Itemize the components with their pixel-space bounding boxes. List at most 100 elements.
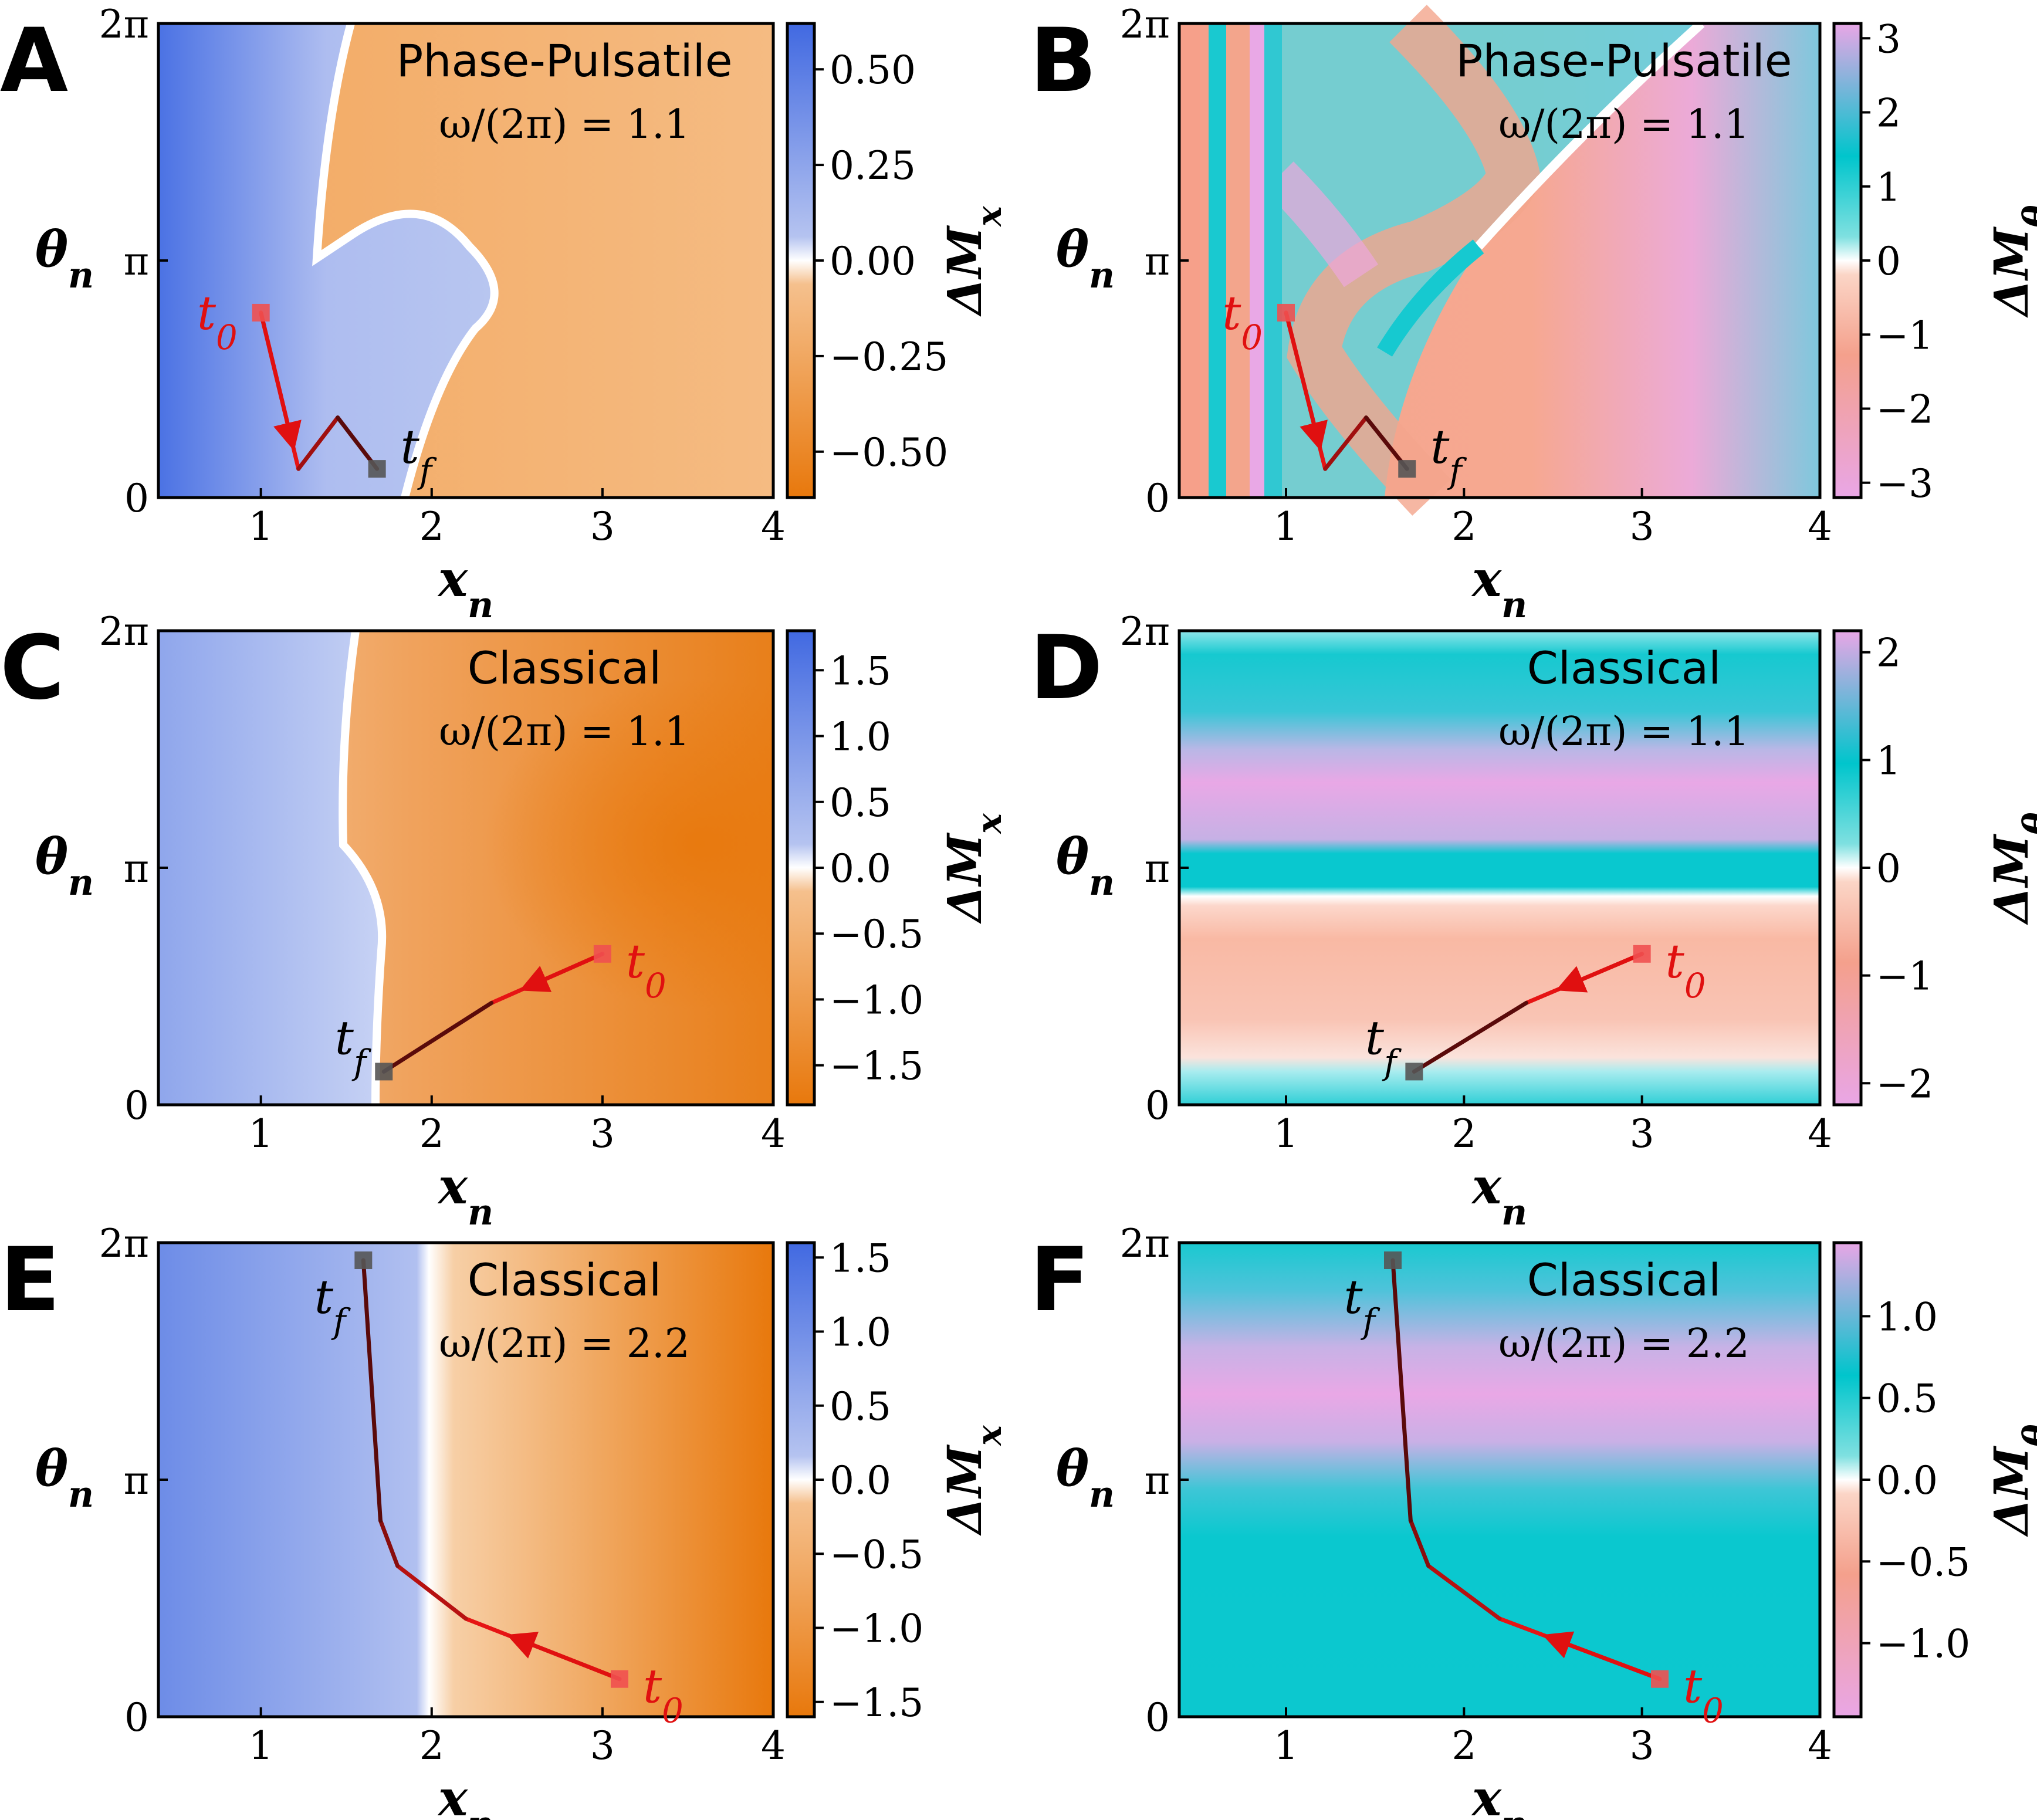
frequency-label: ω/(2π) = 1.1 [1498, 102, 1750, 148]
start-marker [593, 945, 611, 963]
colorbar-tick-label: 0 [1876, 239, 1901, 284]
colorbar-tick-label: 0.5 [1876, 1376, 1938, 1422]
y-tick-label: 2π [1120, 609, 1170, 654]
panel-letter: C [0, 617, 65, 719]
trajectory-arrow [259, 312, 302, 451]
trajectory-arrow [506, 1632, 621, 1681]
start-label: t0 [1683, 1659, 1724, 1731]
colorbar-tick-label: −1 [1876, 313, 1933, 358]
start-label: t0 [1222, 286, 1263, 357]
panel-E-colorbar-axis: 1.5 1.0 0.5 0.0 −0.5 −1.0 −1.5 ΔMx [814, 1236, 1009, 1726]
panel-E [158, 1243, 773, 1717]
y-tick-label: 2π [99, 1221, 149, 1266]
colorbar-tick-label: 0.5 [830, 780, 891, 826]
panel-C-overlay: 1 2 3 4 0 π 2π xn θn C Classical ω/(2π) = 1.1 1.5 1.0… [0, 609, 1009, 1233]
colorbar-tick-label: −2 [1876, 387, 1933, 432]
panel-E-colorbar [786, 1241, 816, 1718]
frequency-label: ω/(2π) = 2.2 [439, 1321, 690, 1367]
colorbar-label: ΔMx [937, 206, 1009, 317]
y-axis-label: θn [1056, 220, 1115, 296]
colorbar-tick-label: 2 [1876, 631, 1901, 676]
x-axis-label: xn [437, 550, 493, 626]
y-tick-label: 0 [1145, 1695, 1170, 1740]
panel-B-heatmap [1179, 5, 1820, 516]
colorbar-tick-label: 0.50 [830, 48, 916, 93]
x-axis-label: xn [1471, 1769, 1527, 1820]
colorbar-tick-label: 1 [1876, 738, 1901, 783]
panel-B-colorbar-axis: 3 2 1 0 −1 −2 −3 ΔMθ [1861, 16, 2037, 506]
x-tick-label: 4 [761, 1723, 786, 1768]
panel-E-overlay: 1 2 3 4 0 π 2π xn θn E Classical ω/(2π) = 2.2 1.5 1.0… [0, 1221, 1009, 1820]
start-label: t0 [643, 1659, 683, 1731]
y-tick-label: π [1145, 239, 1170, 284]
frequency-label: ω/(2π) = 1.1 [439, 709, 690, 755]
frequency-label: ω/(2π) = 2.2 [1498, 1321, 1750, 1367]
end-label: tf [1344, 1270, 1380, 1341]
y-tick-label: π [1145, 1458, 1170, 1503]
panel-F-colorbar [1832, 1241, 1863, 1718]
x-tick-label: 3 [590, 504, 615, 549]
colorbar-tick-label: −1.5 [830, 1044, 923, 1089]
panel-letter: B [1030, 10, 1097, 112]
panel-C-heatmap [158, 630, 773, 1105]
end-marker [1384, 1251, 1402, 1269]
end-marker [354, 1251, 373, 1269]
panel-C-colorbar [786, 629, 816, 1107]
colorbar-label: ΔMx [937, 813, 1009, 925]
start-marker [1633, 945, 1651, 963]
colorbar-tick-label: −1.0 [830, 1606, 923, 1652]
colorbar-label: ΔMθ [1984, 1424, 2037, 1538]
y-tick-label: π [124, 239, 149, 284]
panel-A-heatmap [158, 22, 773, 499]
frequency-label: ω/(2π) = 1.1 [1498, 709, 1750, 755]
x-tick-label: 4 [761, 1111, 786, 1156]
x-tick-label: 4 [1808, 504, 1832, 549]
start-label: t0 [1666, 934, 1706, 1006]
panel-D-overlay: 1 2 3 4 0 π 2π xn θn D Classical ω/(2π) = 1.1 2 1 0 −1 −… [1030, 609, 2037, 1233]
trajectory-segment [378, 1518, 400, 1568]
frequency-label: ω/(2π) = 1.1 [439, 102, 690, 148]
panel-F-colorbar-axis: 1.0 0.5 0.0 −0.5 −1.0 ΔMθ [1861, 1294, 2037, 1667]
colorbar-tick-label: 0.0 [830, 1458, 891, 1503]
panel-letter: E [0, 1229, 60, 1331]
start-label: t0 [197, 286, 238, 357]
colorbar-tick-label: 1.5 [830, 1236, 891, 1281]
model-label: Phase-Pulsatile [396, 35, 732, 87]
trajectory-segment [361, 1258, 383, 1523]
x-tick-label: 3 [1630, 504, 1654, 549]
colorbar-tick-label: 1.5 [830, 648, 891, 694]
start-label: t0 [626, 934, 666, 1006]
x-tick-label: 4 [1808, 1111, 1832, 1156]
colorbar-tick-label: 0.0 [1876, 1458, 1938, 1503]
panel-C-colorbar-axis: 1.5 1.0 0.5 0.0 −0.5 −1.0 −1.5 ΔMx [814, 648, 1009, 1089]
panel-E-heatmap [158, 1243, 773, 1717]
x-tick-label: 1 [1274, 1111, 1298, 1156]
trajectory-arrow [1284, 312, 1328, 451]
panel-F [1179, 1243, 1820, 1717]
y-tick-label: 0 [124, 1083, 149, 1128]
colorbar-tick-label: −0.50 [830, 430, 948, 475]
panel-A-overlay: 1 2 3 4 0 π 2π xn θn A Phase-Pulsatile ω/(2π) = 1.1… [0, 2, 1009, 625]
end-marker [368, 460, 386, 478]
y-axis-label: θn [35, 827, 94, 904]
colorbar-tick-label: 0.5 [830, 1384, 891, 1429]
end-marker [375, 1063, 393, 1081]
panel-C [158, 630, 773, 1105]
panel-D-heatmap [1179, 631, 1820, 1105]
x-axis-label: xn [1471, 550, 1527, 626]
trajectory-segment [1426, 1564, 1502, 1621]
panel-F-overlay: 1 2 3 4 0 π 2π xn θn F Classical ω/(2π) = 2.2 1.0 0.5… [1030, 1221, 2037, 1820]
x-axis-label: xn [437, 1157, 493, 1233]
trajectory-segment [1323, 415, 1368, 471]
x-tick-label: 1 [249, 504, 273, 549]
panel-D-colorbar [1832, 629, 1863, 1107]
panel-letter: A [0, 10, 68, 112]
panel-A [158, 22, 773, 499]
x-axis-label: xn [437, 1769, 493, 1820]
y-tick-label: π [1145, 846, 1170, 891]
y-tick-label: 2π [99, 2, 149, 47]
x-axis-label: xn [1471, 1157, 1527, 1233]
trajectory-segment [1408, 1518, 1431, 1568]
trajectory-segment [296, 415, 340, 471]
